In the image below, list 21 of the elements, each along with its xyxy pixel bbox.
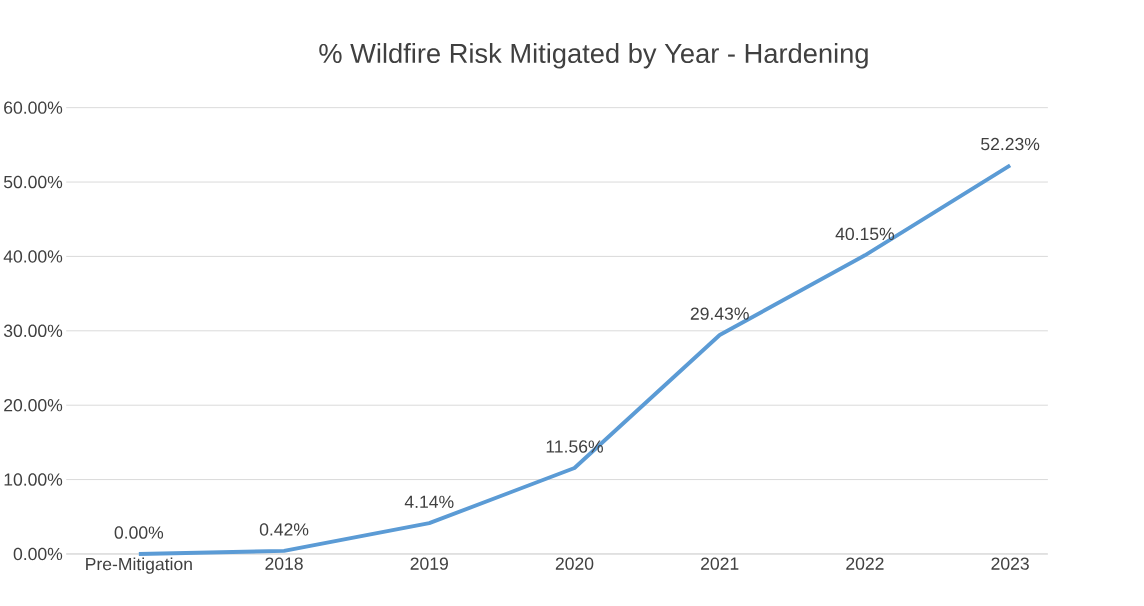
x-tick-label: 2021 xyxy=(701,557,739,570)
y-tick-label: 40.00% xyxy=(3,250,63,263)
y-tick-label: 0.00% xyxy=(13,547,63,561)
x-tick-label: 2020 xyxy=(555,557,594,570)
x-tick-label: 2022 xyxy=(846,557,884,570)
x-tick-label: 2018 xyxy=(265,557,303,570)
data-label: 40.15% xyxy=(835,227,895,241)
data-label: 0.42% xyxy=(259,523,309,536)
y-tick-label: 50.00% xyxy=(3,175,63,189)
y-tick-label: 60.00% xyxy=(4,101,63,114)
data-label: 4.14% xyxy=(404,495,454,509)
data-label: 0.00% xyxy=(114,526,164,539)
chart-title: % Wildfire Risk Mitigated by Year - Hardening xyxy=(319,43,868,69)
y-tick-label: 20.00% xyxy=(4,399,63,412)
data-label: 52.23% xyxy=(981,137,1040,151)
data-label: 29.43% xyxy=(690,307,749,320)
y-tick-label: 10.00% xyxy=(4,473,63,486)
x-tick-label: Pre-Mitigation xyxy=(86,557,192,574)
y-tick-label: 30.00% xyxy=(3,324,63,338)
x-tick-label: 2023 xyxy=(991,557,1029,570)
x-tick-label: 2019 xyxy=(410,557,448,570)
